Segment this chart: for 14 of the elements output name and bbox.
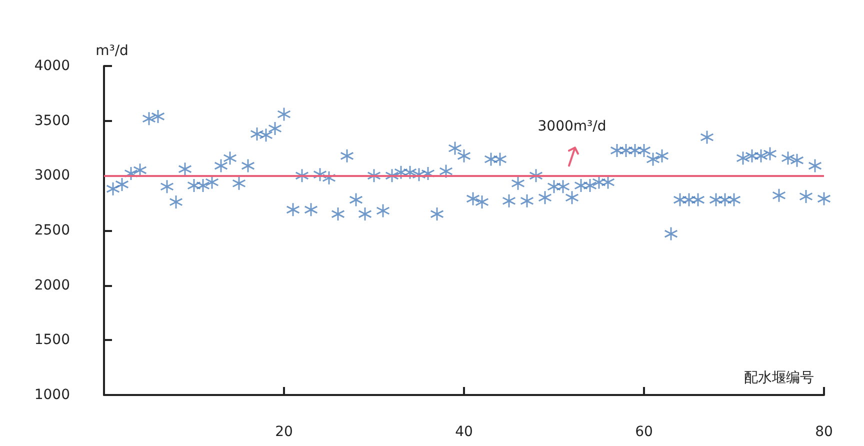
ref-line-label: 3000m³/d xyxy=(538,118,606,135)
y-tick-label: 3000 xyxy=(34,168,70,184)
x-tick-label: 40 xyxy=(455,424,473,440)
y-tick-label: 4000 xyxy=(34,58,70,74)
x-tick-label: 80 xyxy=(815,424,833,440)
x-tick-label: 60 xyxy=(635,424,653,440)
x-tick-label: 20 xyxy=(275,424,293,440)
y-tick-label: 1500 xyxy=(34,332,70,348)
y-tick-label: 2500 xyxy=(34,222,70,238)
x-axis-title: 配水堰编号 xyxy=(744,370,814,386)
y-axis-title: m³/d xyxy=(96,43,128,59)
y-tick-label: 2000 xyxy=(34,277,70,294)
y-tick-label: 1000 xyxy=(34,387,70,403)
y-tick-label: 3500 xyxy=(34,112,70,129)
